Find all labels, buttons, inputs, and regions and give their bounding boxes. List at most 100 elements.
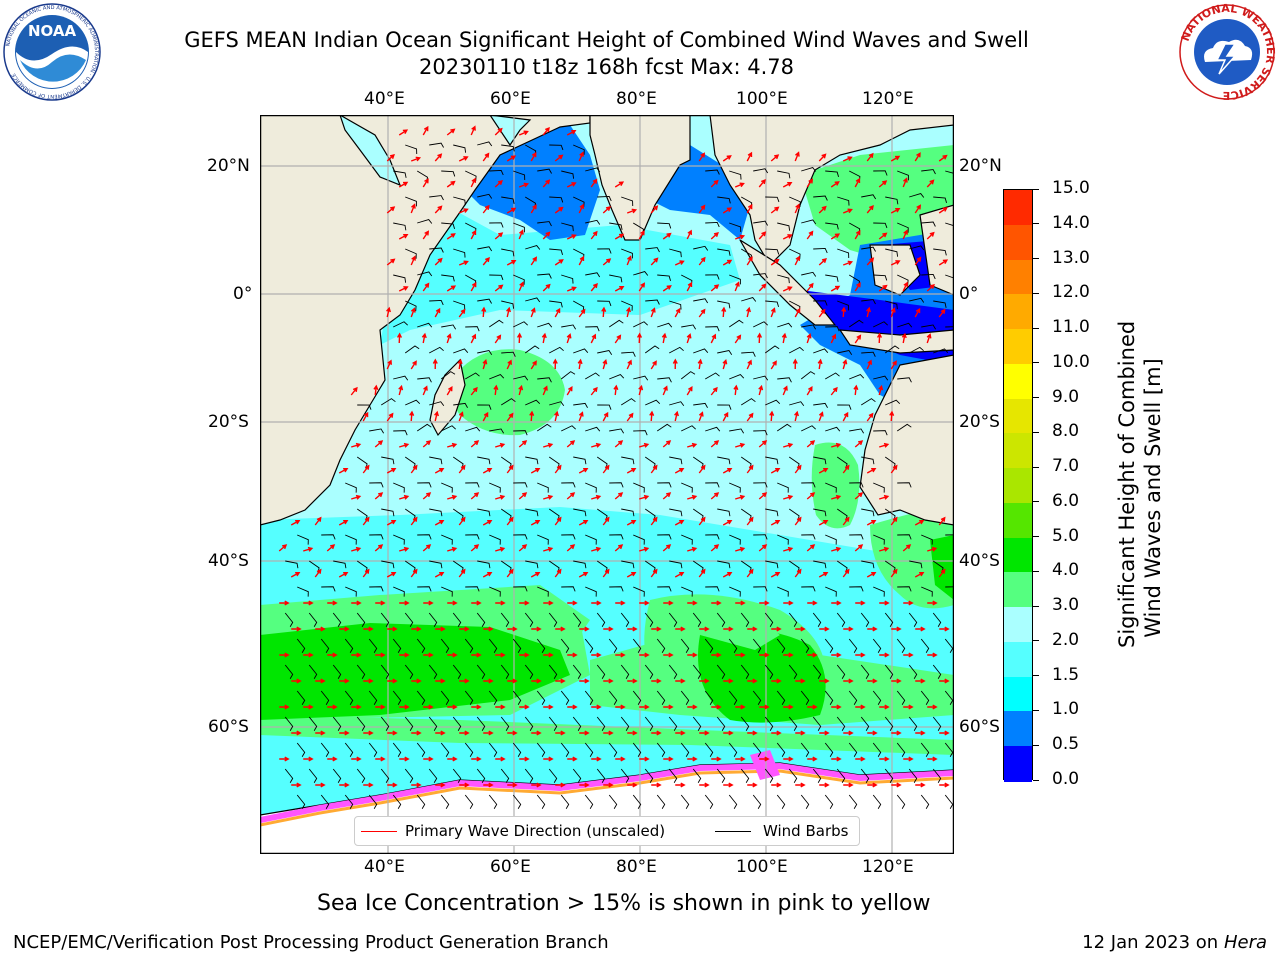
wind-barb	[417, 534, 432, 540]
wave-direction-arrow	[782, 286, 793, 292]
wave-direction-arrow	[735, 600, 746, 606]
wave-direction-arrow	[878, 180, 888, 188]
wave-direction-arrow	[374, 492, 384, 500]
wave-direction-arrow	[399, 600, 410, 606]
wave-direction-arrow	[375, 756, 386, 762]
wind-barb	[428, 612, 438, 627]
wave-direction-arrow	[651, 782, 662, 788]
wave-direction-arrow	[338, 519, 349, 526]
wind-barb	[525, 399, 541, 406]
wave-direction-arrow	[639, 600, 650, 606]
wind-barb	[549, 196, 564, 203]
wave-direction-arrow	[398, 384, 404, 396]
wave-direction-arrow	[938, 207, 948, 214]
wave-direction-arrow	[903, 652, 914, 658]
wave-direction-arrow	[831, 652, 842, 658]
wind-barb	[813, 402, 828, 408]
wind-barb	[632, 638, 642, 653]
wind-barb	[680, 690, 690, 705]
wind-barb	[705, 534, 720, 540]
lat-tick-right-40s: 40°S	[959, 551, 1000, 571]
wind-barb	[572, 768, 582, 783]
wave-direction-arrow	[351, 756, 362, 762]
wave-direction-arrow	[603, 678, 614, 684]
wind-barb	[788, 612, 798, 627]
wind-barb	[932, 768, 942, 783]
wind-barb	[285, 560, 299, 569]
wave-direction-arrow	[866, 306, 871, 318]
wind-barb	[897, 222, 909, 233]
wave-direction-arrow	[614, 181, 625, 188]
wind-barb	[801, 586, 816, 592]
colorbar-tick-label: 4.0	[1052, 560, 1080, 581]
wind-barb	[705, 586, 720, 592]
wind-barb	[645, 299, 660, 305]
wind-barb	[561, 586, 576, 592]
wind-barb	[320, 742, 330, 757]
wind-barb	[921, 534, 933, 545]
wind-barb	[489, 586, 501, 597]
wave-direction-arrow	[890, 208, 901, 214]
wind-barb	[789, 346, 804, 354]
wave-direction-arrow	[566, 182, 577, 188]
wind-barb	[800, 742, 810, 757]
wind-barb	[345, 586, 357, 597]
footer-date: 12 Jan 2023 on Hera	[1082, 932, 1267, 953]
wind-barb	[825, 372, 840, 380]
wind-barb	[368, 638, 378, 653]
wave-direction-arrow	[566, 234, 577, 240]
wind-barb	[909, 245, 925, 251]
wave-direction-arrow	[806, 440, 816, 448]
wind-barb	[656, 794, 666, 809]
wind-barb	[596, 716, 606, 731]
wave-direction-arrow	[795, 782, 806, 788]
wind-barb	[620, 612, 630, 627]
wind-barb	[320, 690, 330, 705]
wind-barb	[488, 742, 498, 757]
wave-direction-arrow	[926, 333, 932, 344]
wind-barb	[764, 664, 774, 679]
wave-direction-arrow	[914, 519, 925, 526]
wave-direction-arrow	[890, 307, 896, 318]
wave-direction-arrow	[626, 306, 631, 318]
wind-barb	[944, 690, 954, 705]
wave-direction-arrow	[819, 678, 830, 684]
wind-barb	[500, 664, 510, 679]
wave-direction-arrow	[674, 260, 685, 266]
colorbar-tick-mark	[1033, 536, 1039, 538]
wind-barb	[645, 399, 661, 406]
wave-direction-arrow	[566, 544, 576, 552]
wind-barb	[704, 690, 714, 705]
wave-direction-arrow	[626, 359, 632, 370]
wind-barb	[764, 716, 774, 731]
wind-barb	[908, 768, 918, 783]
wind-barb	[753, 273, 768, 279]
wave-direction-arrow	[578, 203, 585, 214]
wind-barb-swatch	[715, 831, 751, 832]
wind-barb	[393, 534, 405, 545]
wind-barb	[548, 768, 558, 783]
wave-direction-arrow	[578, 151, 584, 162]
wave-direction-arrow	[518, 492, 528, 500]
wave-direction-arrows	[278, 125, 954, 809]
wind-barb	[441, 586, 453, 597]
wave-direction-arrow	[831, 600, 842, 606]
wind-barb	[921, 273, 936, 280]
wind-barb	[800, 638, 810, 653]
colorbar-segment	[1004, 537, 1032, 573]
wind-barb	[464, 742, 474, 757]
wave-direction-arrow	[735, 756, 746, 762]
wind-barb	[825, 426, 841, 432]
wave-direction-arrow	[891, 678, 902, 684]
wave-direction-arrow	[770, 519, 781, 526]
wave-direction-arrow	[626, 208, 638, 214]
wave-direction-arrow	[878, 384, 884, 396]
wave-direction-arrow	[566, 286, 577, 292]
wind-barb	[884, 768, 894, 783]
colorbar-tick-label: 9.0	[1052, 386, 1080, 407]
wind-barb	[872, 794, 882, 809]
wind-barb	[512, 742, 522, 757]
wind-barb	[873, 274, 888, 281]
wave-direction-arrow	[687, 442, 698, 448]
colorbar-tick-mark	[1033, 188, 1039, 190]
